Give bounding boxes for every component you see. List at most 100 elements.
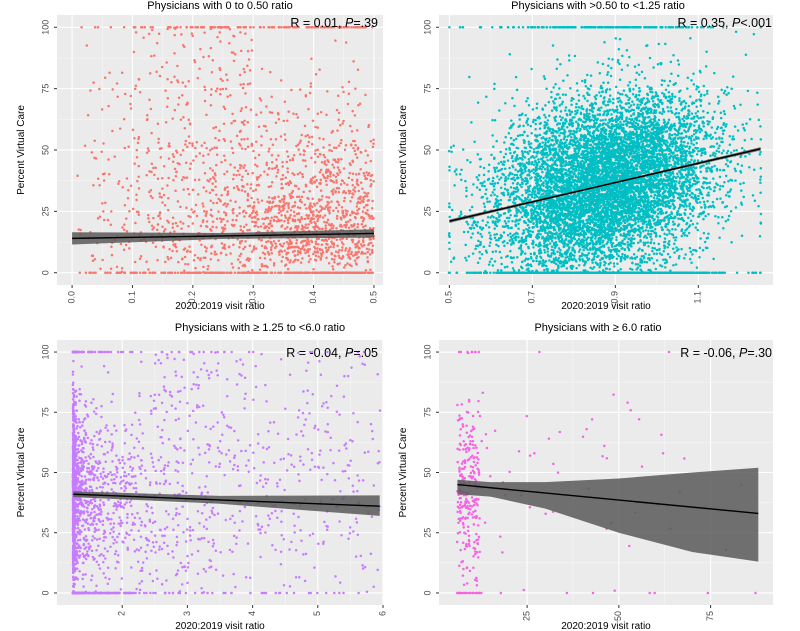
data-point [320, 243, 324, 247]
data-point [335, 226, 338, 230]
data-point [644, 252, 647, 256]
data-point [290, 88, 293, 92]
data-point [295, 271, 299, 274]
data-point [326, 203, 329, 207]
data-point [575, 266, 578, 270]
data-point [599, 94, 603, 98]
data-point [205, 147, 208, 150]
data-point [174, 189, 177, 192]
data-point [342, 189, 346, 193]
data-point [221, 79, 224, 82]
data-point [283, 219, 286, 223]
data-point [270, 271, 274, 274]
data-point [242, 67, 246, 71]
data-point [668, 240, 671, 243]
data-point [232, 51, 235, 54]
data-point [177, 103, 180, 106]
data-point [357, 26, 361, 29]
data-point [452, 144, 455, 147]
data-point [314, 240, 318, 244]
data-point [150, 54, 153, 58]
data-point [218, 68, 222, 72]
data-point [347, 250, 350, 254]
data-point [158, 74, 162, 78]
data-point [358, 102, 362, 106]
data-point [348, 257, 352, 261]
data-point [356, 250, 360, 254]
data-point [225, 205, 228, 208]
data-point [140, 26, 144, 29]
data-point [158, 192, 161, 195]
data-point [166, 184, 169, 187]
data-point [649, 208, 653, 211]
data-point [372, 180, 375, 183]
data-point [535, 106, 539, 110]
data-point [690, 142, 693, 145]
data-point [191, 271, 194, 274]
data-point [226, 78, 229, 82]
data-point [702, 217, 705, 221]
data-point [271, 244, 274, 247]
data-point [278, 206, 281, 209]
data-point [246, 228, 249, 232]
data-point [577, 171, 580, 175]
data-point [133, 260, 137, 264]
data-point [270, 251, 274, 255]
data-point [322, 238, 326, 242]
data-point [286, 251, 290, 255]
data-point [344, 143, 348, 147]
data-point [157, 214, 160, 218]
data-point [729, 210, 733, 213]
data-point [134, 84, 138, 87]
data-point [566, 135, 569, 138]
data-point [265, 216, 268, 219]
data-point [347, 220, 350, 223]
data-point [260, 263, 264, 266]
data-point [651, 249, 654, 253]
x-tick-label: 0.9 [610, 291, 620, 304]
data-point [263, 264, 266, 268]
data-point [232, 186, 236, 190]
data-point [280, 219, 283, 222]
data-point [306, 238, 310, 242]
data-point [507, 220, 510, 223]
data-point [190, 208, 193, 211]
data-point [250, 196, 253, 200]
data-point [289, 227, 293, 230]
data-point [109, 223, 113, 226]
data-point [691, 253, 694, 256]
data-point [717, 102, 720, 105]
data-point [351, 240, 355, 244]
data-point [161, 176, 164, 180]
data-point [670, 133, 674, 137]
data-point [107, 173, 111, 176]
data-point [77, 228, 80, 231]
data-point [324, 246, 328, 250]
data-point [313, 175, 317, 178]
data-point [364, 224, 367, 228]
data-point [366, 173, 370, 177]
data-point [372, 227, 375, 230]
data-point [238, 73, 242, 77]
data-point [251, 171, 254, 175]
data-point [195, 140, 199, 144]
data-point [622, 232, 626, 235]
data-point [316, 148, 320, 152]
data-point [258, 97, 262, 100]
data-point [327, 262, 331, 265]
data-point [469, 271, 473, 274]
data-point [222, 122, 226, 126]
data-point [249, 108, 253, 111]
data-point [245, 223, 248, 227]
data-point [231, 266, 235, 269]
data-point [697, 85, 700, 89]
data-point [203, 88, 207, 92]
data-point [330, 252, 333, 255]
data-point [365, 247, 369, 251]
data-point [273, 166, 277, 170]
data-point [316, 251, 320, 254]
confidence-band [72, 229, 374, 245]
data-point [312, 214, 315, 217]
data-point [351, 183, 355, 187]
data-point [349, 143, 353, 147]
